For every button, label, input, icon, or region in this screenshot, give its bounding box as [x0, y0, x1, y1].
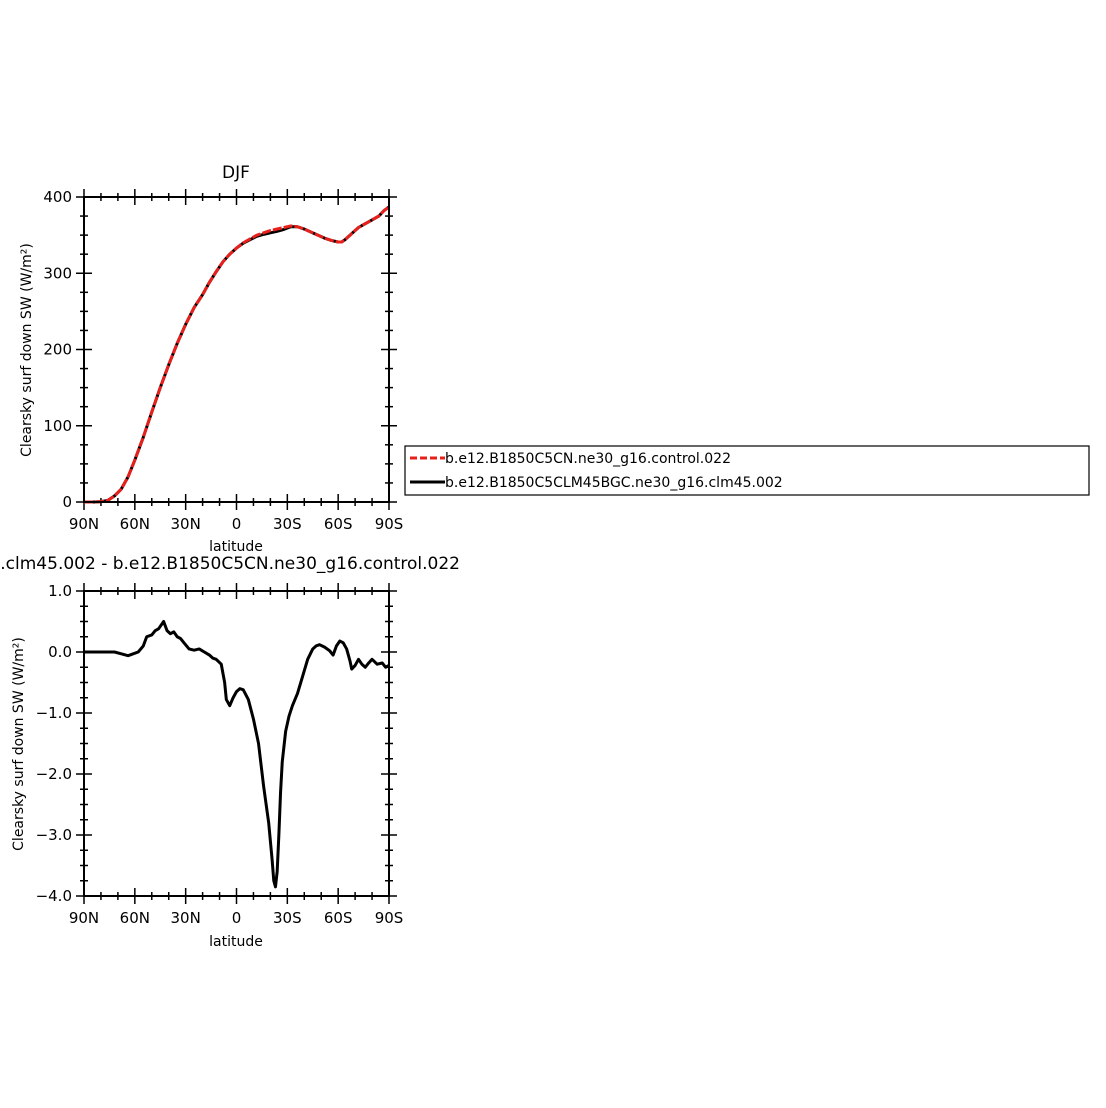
top-x-tick-label: 30N [171, 515, 201, 533]
bottom-x-tick-label: 60N [120, 909, 150, 927]
top-plot-frame [83, 196, 390, 503]
top-y-tick-label: 100 [43, 417, 72, 435]
top-y-tick-label: 200 [43, 341, 72, 359]
top-plot-title: DJF [222, 163, 250, 183]
bottom-x-tick-label: 30N [171, 909, 201, 927]
top-plot-lines [84, 205, 390, 504]
top-series-line-0 [84, 205, 390, 504]
top-plot-y-axis-label: Clearsky surf down SW (W/m²) [19, 243, 35, 457]
top-x-tick-label: 90S [375, 515, 404, 533]
top-x-tick-label: 0 [232, 515, 242, 533]
top-x-tick-label: 30S [273, 515, 302, 533]
top-x-tick-label: 60N [120, 515, 150, 533]
bottom-y-tick-label: 0.0 [48, 643, 72, 661]
top-series-line-1 [84, 205, 390, 504]
bottom-y-tick-label: 1.0 [48, 582, 72, 600]
bottom-x-tick-label: 30S [273, 909, 302, 927]
bottom-x-tick-label: 60S [324, 909, 353, 927]
top-plot-x-axis-label: latitude [209, 539, 263, 555]
top-x-tick-label: 60S [324, 515, 353, 533]
bottom-plot-title: b.e12.B1850C5CLM45BGC.ne30_g16.clm45.002… [0, 554, 460, 574]
bottom-plot-ticks: 90N 60N 30N 0 30S 60S 90S 1.0 0.0 −1.0 −2.0 −3.0 −4.… [36, 582, 404, 927]
bottom-y-tick-label: −1.0 [36, 704, 72, 722]
top-y-tick-label: 400 [43, 188, 72, 206]
bottom-x-tick-label: 90S [375, 909, 404, 927]
top-plot-ticks: 90N 60N 30N 0 30S 60S 90S 0 100 200 300 400 [43, 188, 403, 533]
top-plot: DJF Clearsky surf down SW (W/m²) latitud… [19, 163, 403, 555]
bottom-plot-y-axis-label: Clearsky surf down SW (W/m²) [11, 637, 27, 851]
top-y-tick-label: 300 [43, 264, 72, 282]
bottom-plot: b.e12.B1850C5CLM45BGC.ne30_g16.clm45.002… [0, 554, 460, 950]
bottom-x-tick-label: 0 [232, 909, 242, 927]
legend: b.e12.B1850C5CN.ne30_g16.control.022 b.e… [404, 445, 1090, 496]
legend-label-control: b.e12.B1850C5CN.ne30_g16.control.022 [445, 451, 731, 467]
bottom-plot-x-axis-label: latitude [209, 934, 263, 950]
bottom-y-tick-label: −4.0 [36, 887, 72, 905]
bottom-y-tick-label: −2.0 [36, 765, 72, 783]
bottom-series-line-0 [84, 620, 390, 889]
bottom-plot-lines [84, 620, 390, 889]
bottom-y-tick-label: −3.0 [36, 826, 72, 844]
top-x-tick-label: 90N [69, 515, 99, 533]
top-y-tick-label: 0 [62, 493, 72, 511]
legend-label-clm45: b.e12.B1850C5CLM45BGC.ne30_g16.clm45.002 [445, 475, 783, 491]
bottom-x-tick-label: 90N [69, 909, 99, 927]
bottom-plot-frame [83, 590, 390, 897]
legend-box [404, 445, 1090, 496]
